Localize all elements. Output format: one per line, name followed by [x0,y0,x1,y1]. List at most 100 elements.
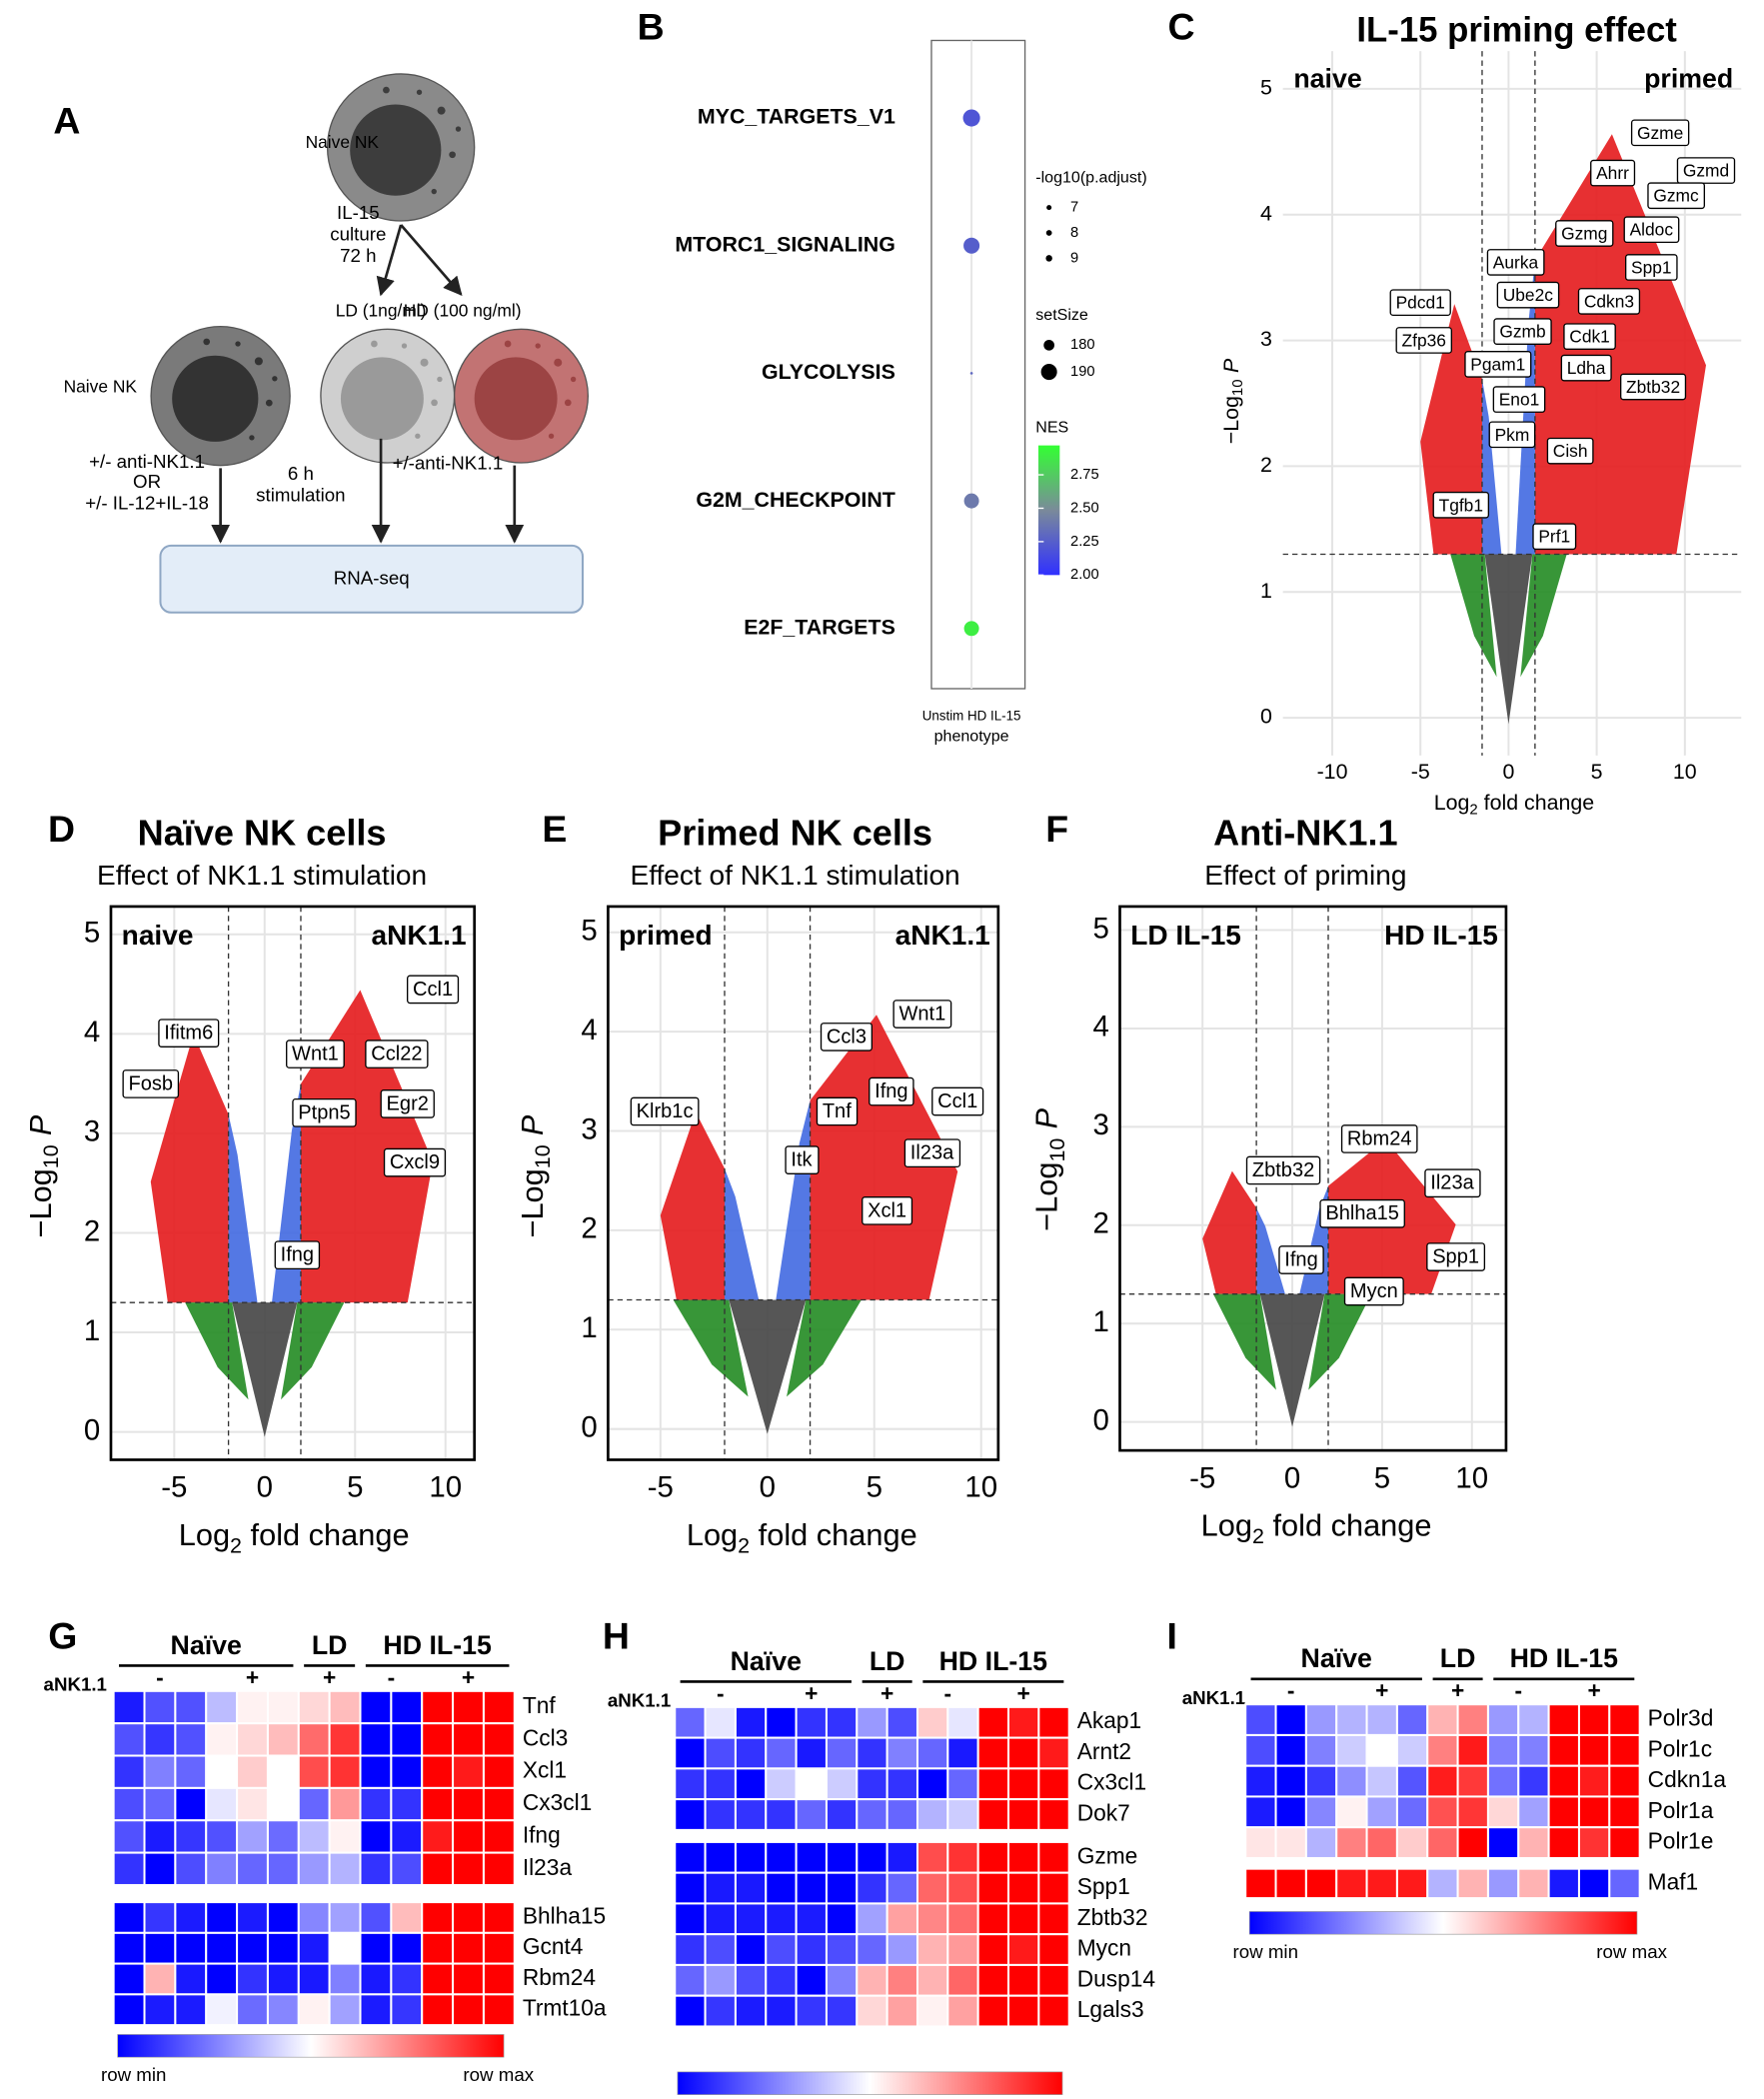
group-header: Naïve [731,1646,802,1676]
granule [554,358,563,367]
heatmap-cell [674,1705,707,1739]
gene-label: Cxcl9 [390,1151,440,1173]
heatmap-cell [174,1689,208,1725]
heatmap-cell [825,1736,859,1770]
group-header: LD [312,1630,348,1660]
heatmap-cell [266,1819,300,1854]
cell-label: Naive NK [64,377,138,397]
y-axis-title-part: −Log [1218,396,1242,444]
x-tick-label: 5 [1374,1461,1390,1494]
heatmap-cell [1426,1703,1459,1736]
heatmap-cell [1426,1867,1459,1900]
x-axis-title-part: fold change [1478,791,1594,815]
nonsignificant-points [232,1302,298,1437]
heatmap-cell [297,1786,331,1822]
heatmap-cell [946,1840,979,1874]
heatmap-cell [885,1705,918,1739]
gene-label: Xcl1 [868,1199,906,1221]
heatmap-cell [1547,1795,1580,1829]
heatmap-cell [1335,1826,1368,1859]
heatmap-cell [915,1994,949,2028]
heatmap-cell [1335,1733,1368,1767]
heatmap-cell [915,1736,949,1770]
granule [564,399,572,407]
gene-label-box [1464,351,1532,378]
heatmap-cell [825,1798,859,1831]
granule [254,357,263,366]
gene-label: Gzmb [1499,322,1545,342]
row-label: Cdkn1a [1648,1766,1727,1792]
x-axis-title-part: 2 [738,1533,750,1557]
heatmap-cell [1274,1733,1307,1767]
y-tick-label: 5 [581,915,597,948]
gene-label-box [1563,323,1616,351]
heatmap-cell [915,1840,949,1874]
heatmap-cell [885,1933,918,1966]
heatmap-cell [1395,1764,1429,1798]
heatmap-cell [266,1993,300,2027]
condition-label: HD (100 ng/ml) [404,301,522,321]
group-header: Naïve [171,1630,242,1660]
granule [371,340,378,348]
heatmap-cell [856,1767,888,1801]
legend-dot [1040,364,1057,381]
row-title: aNK1.1 [608,1689,671,1710]
category-label: MYC_TARGETS_V1 [698,105,895,129]
row-label: Dusp14 [1077,1965,1155,1991]
heatmap-cell [825,1840,859,1874]
gene-label: Egr2 [387,1092,429,1114]
heatmap-cell [856,1902,888,1936]
heatmap-cell [482,1993,516,2027]
group-header: HD IL-15 [383,1630,492,1660]
y-tick-label: 0 [1092,1403,1108,1436]
gene-label: Spp1 [1432,1246,1479,1268]
condition-label: LD (1ng/ml) [336,301,427,321]
x-tick-label: -5 [648,1471,674,1504]
row-title: aNK1.1 [1182,1687,1245,1708]
heatmap-cell [976,1840,1010,1874]
heatmap-cell [482,1722,516,1757]
heatmap-cell [143,1722,177,1757]
row-label: Polr1a [1648,1797,1714,1823]
heatmap-cell [674,1902,707,1936]
gene-label: Tnf [823,1100,852,1122]
heatmap-cell [976,1871,1010,1905]
heatmap-cell [1037,1798,1070,1831]
treatment-sign: + [881,1680,893,1706]
heatmap-cell [112,1931,146,1965]
gene-label: Fosb [128,1072,173,1094]
treatment-sign: - [156,1664,164,1690]
treatment-sign: - [944,1680,952,1706]
heatmap-cell [1547,1703,1580,1736]
heatmap-cell [1517,1703,1550,1736]
heatmap-cell [1007,1840,1040,1874]
heatmap-cell [856,1798,888,1831]
heatmap-cell [1395,1867,1429,1900]
gene-label-box [1432,491,1490,519]
gene-label-box [1496,281,1560,309]
heatmap-cell [795,1767,828,1801]
gene-label-box [1486,249,1545,276]
heatmap-cell [421,1819,455,1854]
granule [203,338,211,346]
heatmap-cell [1304,1795,1338,1829]
treatment-sign: - [388,1664,396,1690]
heatmap-cell [112,1993,146,2027]
heatmap-cell [1517,1733,1550,1767]
group-header: LD [870,1646,905,1676]
x-axis-title-part: 2 [230,1533,242,1557]
heatmap-cell [143,1993,177,2027]
legend-dot [1043,339,1054,351]
heatmap-cell [1456,1795,1489,1829]
plot-frame [930,39,1026,690]
heatmap-cell [1007,1994,1040,2028]
heatmap-cell [174,1754,208,1789]
gene-label-box [365,1040,429,1068]
gene-label-box [903,1138,961,1168]
heatmap-cell [885,1963,918,1997]
heatmap-cell [112,1689,146,1725]
pvalue-points [281,1302,345,1400]
heatmap-cell [1037,1736,1070,1770]
heatmap-cell [734,1705,768,1739]
x-tick-label: 10 [429,1471,462,1504]
